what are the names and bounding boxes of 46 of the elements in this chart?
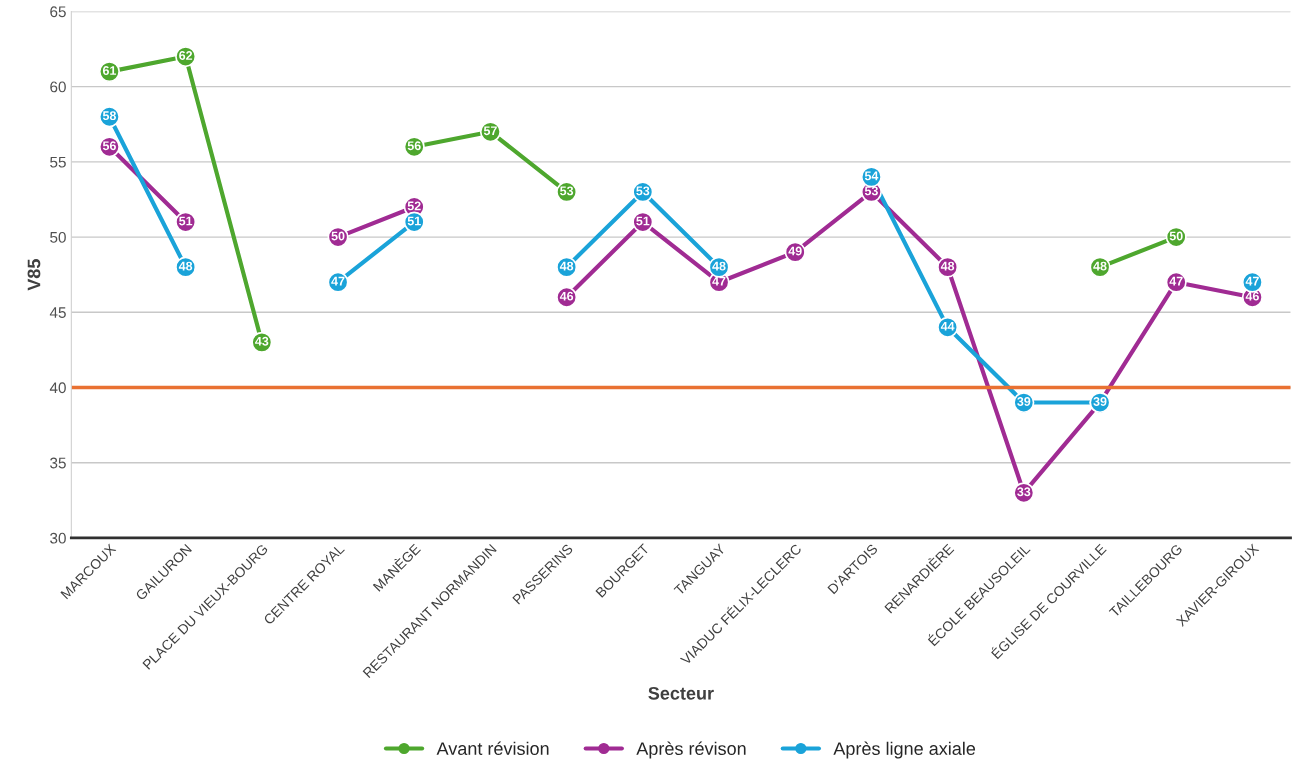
y-tick-label: 50 [50,231,66,243]
y-tick-label: 35 [50,457,66,469]
data-label: 44 [940,321,955,331]
data-label: 51 [179,216,193,226]
y-tick-label: 30 [50,532,66,544]
y-tick-label: 40 [49,382,66,394]
x-axis-title: Secteur [648,686,714,700]
data-label: 43 [255,336,269,346]
data-label: 56 [102,141,116,151]
data-label: 56 [407,141,421,151]
data-label: 48 [940,261,955,271]
y-tick-label: 65 [50,6,66,18]
legend-label: Avant révision [436,741,549,756]
data-label: 47 [1169,276,1183,286]
data-label: 48 [712,261,726,271]
data-label: 62 [179,51,193,60]
y-tick-label: 55 [50,156,66,168]
data-label: 61 [102,66,117,75]
data-label: 49 [788,246,802,256]
data-label: 47 [712,276,726,286]
y-axis-title: V85 [27,259,41,291]
legend-label: Après révison [636,741,746,759]
data-label: 51 [636,216,650,226]
data-label: 46 [559,291,574,301]
data-label: 53 [636,186,650,196]
data-label: 53 [864,186,878,196]
data-label: 47 [331,276,345,286]
data-label: 51 [407,216,421,226]
data-label: 54 [864,171,879,181]
data-label: 33 [1017,487,1031,497]
data-label: 39 [1017,397,1031,406]
data-label: 50 [1169,231,1183,241]
data-label: 48 [559,261,574,271]
data-label: 52 [407,201,421,211]
data-label: 39 [1093,397,1107,406]
data-label: 48 [178,261,193,271]
legend-label: Après ligne axiale [833,741,976,759]
data-label: 48 [1093,261,1107,271]
data-label: 53 [560,186,574,196]
y-tick-label: 60 [50,81,66,93]
data-label: 47 [1245,276,1259,286]
data-label: 46 [1245,291,1259,301]
data-label: 58 [102,111,116,121]
data-label: 50 [331,231,345,241]
y-tick-label: 45 [49,307,66,318]
data-label: 57 [483,126,497,136]
